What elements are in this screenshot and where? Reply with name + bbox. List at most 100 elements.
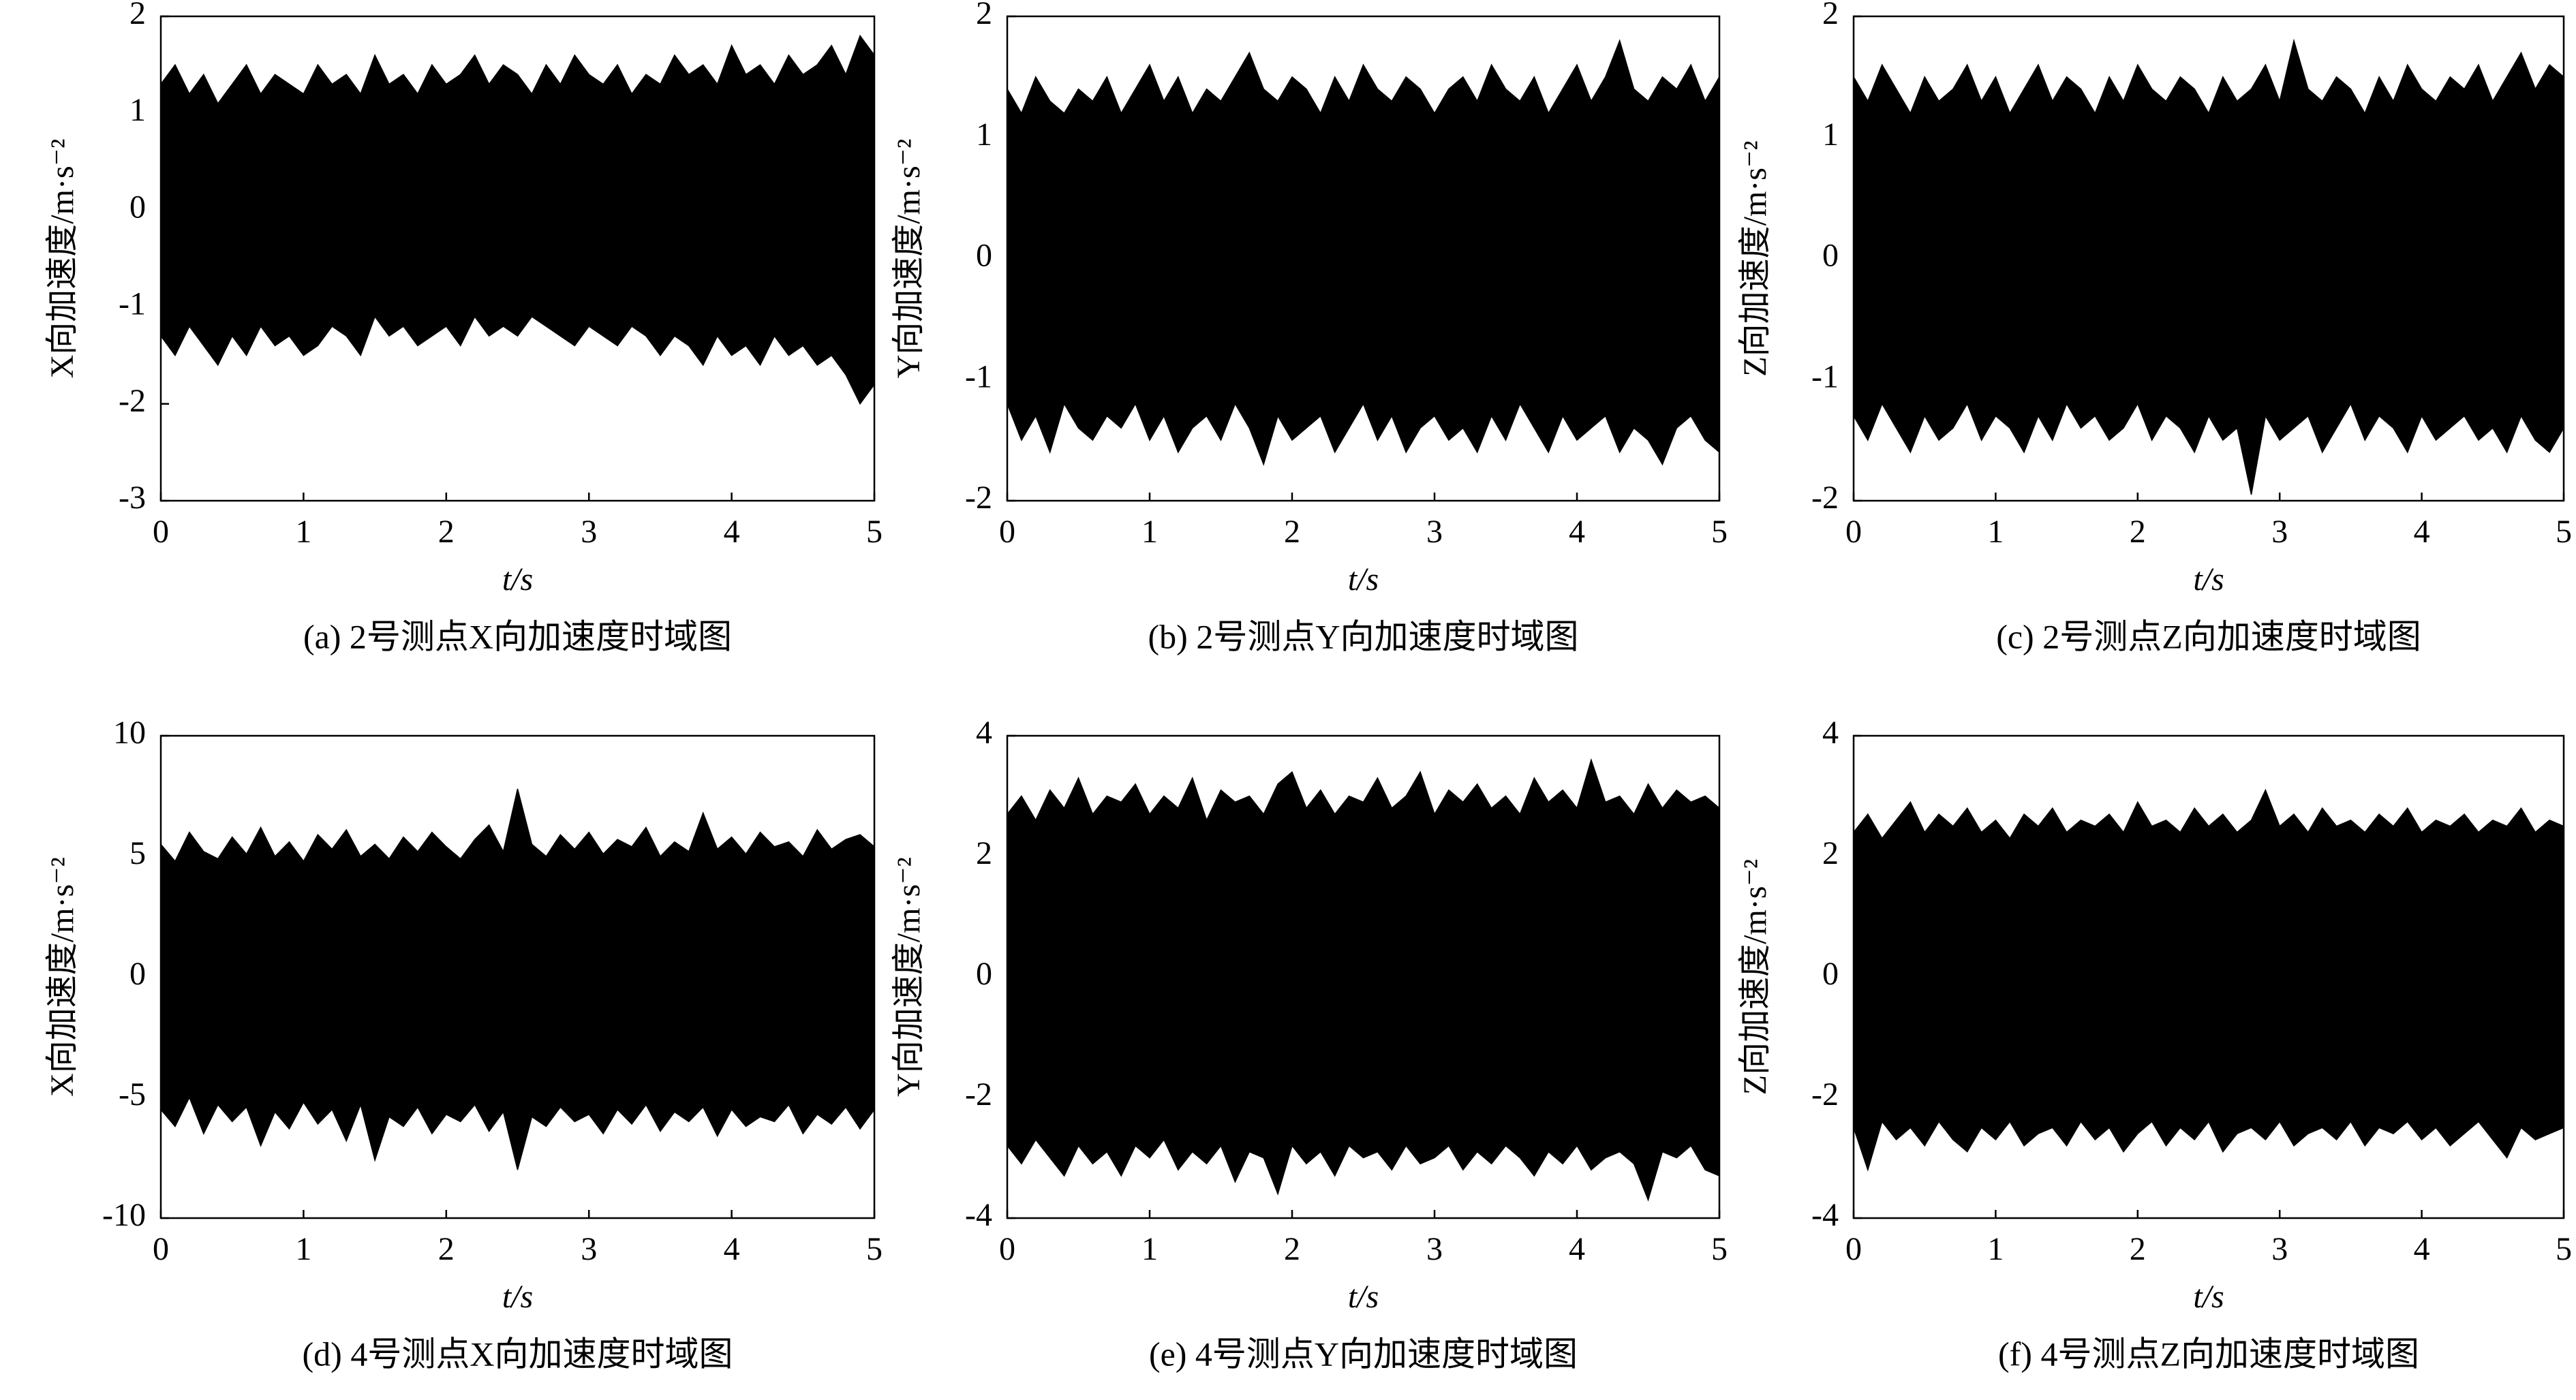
- y-axis-label: Z向加速度/m·s⁻²: [1737, 140, 1773, 376]
- y-tick-label: 1: [129, 92, 146, 128]
- x-tick-label: 0: [999, 514, 1015, 550]
- plot-frame: [159, 15, 876, 502]
- x-tick-label: 5: [2556, 1231, 2572, 1267]
- x-axis-label: t/s: [2193, 561, 2224, 597]
- y-tick-label: 2: [976, 0, 992, 31]
- y-axis-label: Y向加速度/m·s⁻²: [891, 857, 927, 1097]
- y-tick-label: 10: [113, 715, 146, 751]
- panel-caption: (f) 4号测点Z向加速度时域图: [1998, 1335, 2419, 1373]
- x-tick-label: 2: [2130, 1231, 2146, 1267]
- x-tick-label: 0: [153, 514, 169, 550]
- y-tick-label: 4: [1822, 715, 1839, 751]
- x-axis-label: t/s: [502, 561, 533, 597]
- y-tick-label: -2: [965, 1076, 992, 1113]
- x-tick-label: 0: [999, 1231, 1015, 1267]
- y-tick-label: -5: [119, 1076, 146, 1113]
- signal-upper: [1853, 788, 2564, 978]
- signal-lower: [1853, 258, 2564, 495]
- y-tick-label: 2: [129, 0, 146, 31]
- panel-caption: (d) 4号测点X向加速度时域图: [303, 1335, 733, 1373]
- x-tick-label: 1: [295, 514, 311, 550]
- y-tick-label: -4: [1811, 1197, 1839, 1233]
- x-tick-label: 1: [1141, 514, 1158, 550]
- x-tick-label: 1: [1987, 514, 2004, 550]
- y-tick-label: 4: [976, 715, 992, 751]
- x-axis-label: t/s: [1348, 561, 1379, 597]
- signal-upper: [160, 788, 875, 978]
- y-tick-label: 0: [1822, 956, 1839, 992]
- y-tick-label: 1: [976, 116, 992, 153]
- x-tick-label: 3: [1426, 1231, 1443, 1267]
- x-tick-label: 2: [1284, 514, 1300, 550]
- signal-lower: [1853, 976, 2564, 1172]
- signal-lower: [160, 209, 875, 405]
- signal-upper: [1007, 39, 1720, 260]
- y-tick-label: -2: [1811, 1076, 1839, 1113]
- x-tick-label: 0: [1845, 514, 1862, 550]
- y-axis-label: X向加速度/m·s⁻²: [44, 139, 80, 379]
- y-tick-label: -4: [965, 1197, 992, 1233]
- y-axis-label: Z向加速度/m·s⁻²: [1737, 859, 1773, 1095]
- y-tick-label: 2: [976, 835, 992, 871]
- x-tick-label: 2: [438, 514, 455, 550]
- y-tick-label: -10: [102, 1197, 146, 1233]
- x-tick-label: 1: [1141, 1231, 1158, 1267]
- y-tick-label: -2: [119, 383, 146, 419]
- x-axis-label: t/s: [1348, 1279, 1379, 1315]
- signal-upper: [1853, 38, 2564, 260]
- x-tick-label: 2: [1284, 1231, 1300, 1267]
- y-axis-label: X向加速度/m·s⁻²: [44, 857, 80, 1097]
- x-axis-label: t/s: [502, 1279, 533, 1315]
- y-tick-label: 0: [976, 956, 992, 992]
- y-tick-label: 0: [129, 189, 146, 225]
- y-tick-label: 2: [1822, 0, 1839, 31]
- x-tick-label: 0: [1845, 1231, 1862, 1267]
- y-tick-label: -1: [965, 358, 992, 394]
- signal-upper: [160, 34, 875, 211]
- y-tick-label: -3: [119, 480, 146, 516]
- x-tick-label: 2: [2130, 514, 2146, 550]
- y-tick-label: -1: [119, 286, 146, 322]
- y-tick-label: -2: [965, 480, 992, 516]
- signal-lower: [1007, 976, 1720, 1202]
- x-tick-label: 4: [2414, 514, 2430, 550]
- x-tick-label: 4: [2414, 1231, 2430, 1267]
- y-tick-label: 1: [1822, 116, 1839, 153]
- y-tick-label: 5: [129, 835, 146, 871]
- panel-caption: (c) 2号测点Z向加速度时域图: [1996, 617, 2421, 655]
- x-tick-label: 4: [724, 514, 740, 550]
- x-tick-label: 1: [1987, 1231, 2004, 1267]
- x-tick-label: 3: [2271, 514, 2288, 550]
- x-tick-label: 2: [438, 1231, 455, 1267]
- signal-lower: [1007, 258, 1720, 466]
- x-tick-label: 5: [1711, 514, 1728, 550]
- x-tick-label: 5: [1711, 1231, 1728, 1267]
- x-axis-label: t/s: [2193, 1279, 2224, 1315]
- panel-caption: (e) 4号测点Y向加速度时域图: [1149, 1335, 1578, 1373]
- x-tick-label: 5: [2556, 514, 2572, 550]
- x-tick-label: 4: [1569, 514, 1585, 550]
- panel-caption: (b) 2号测点Y向加速度时域图: [1148, 617, 1579, 655]
- y-tick-label: 0: [976, 238, 992, 274]
- x-tick-label: 0: [153, 1231, 169, 1267]
- y-tick-label: -1: [1811, 358, 1839, 394]
- y-axis-label: Y向加速度/m·s⁻²: [891, 139, 927, 379]
- panel-caption: (a) 2号测点X向加速度时域图: [303, 617, 732, 655]
- x-tick-label: 5: [866, 514, 883, 550]
- x-tick-label: 5: [866, 1231, 883, 1267]
- y-tick-label: 0: [129, 956, 146, 992]
- signal-lower: [160, 976, 875, 1170]
- x-tick-label: 4: [724, 1231, 740, 1267]
- y-tick-label: 0: [1822, 238, 1839, 274]
- x-tick-label: 4: [1569, 1231, 1585, 1267]
- x-tick-label: 3: [2271, 1231, 2288, 1267]
- x-tick-label: 3: [581, 514, 597, 550]
- x-tick-label: 3: [581, 1231, 597, 1267]
- y-tick-label: -2: [1811, 480, 1839, 516]
- y-tick-label: 2: [1822, 835, 1839, 871]
- x-tick-label: 3: [1426, 514, 1443, 550]
- signal-upper: [1007, 758, 1720, 978]
- x-tick-label: 1: [295, 1231, 311, 1267]
